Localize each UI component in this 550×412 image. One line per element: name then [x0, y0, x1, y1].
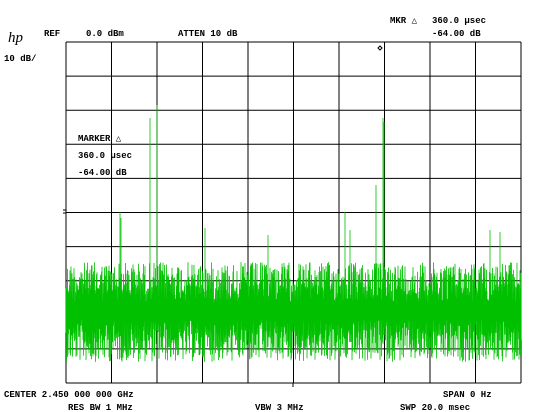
marker-box-level: -64.00 dB	[78, 168, 127, 178]
sweep-time: SWP 20.0 msec	[400, 403, 470, 412]
video-bandwidth: VBW 3 MHz	[255, 403, 304, 412]
marker-level: -64.00 dB	[432, 29, 481, 39]
ref-value: 0.0 dBm	[86, 29, 124, 39]
span: SPAN 0 Hz	[443, 390, 492, 400]
trace-line	[65, 105, 522, 362]
marker-time: 360.0 μsec	[432, 16, 486, 26]
ref-label: REF	[44, 29, 60, 39]
attenuation: ATTEN 10 dB	[178, 29, 238, 39]
center-frequency: CENTER 2.450 000 000 GHz	[4, 390, 134, 400]
marker-symbol	[377, 45, 383, 51]
logo: hp	[8, 30, 24, 46]
trace	[65, 105, 522, 362]
marker-label: MKR △	[390, 16, 418, 26]
scale: 10 dB/	[4, 54, 36, 64]
marker-box-time: 360.0 μsec	[78, 151, 132, 161]
marker-box-label: MARKER △	[78, 134, 122, 144]
resolution-bandwidth: RES BW 1 MHz	[68, 403, 133, 412]
